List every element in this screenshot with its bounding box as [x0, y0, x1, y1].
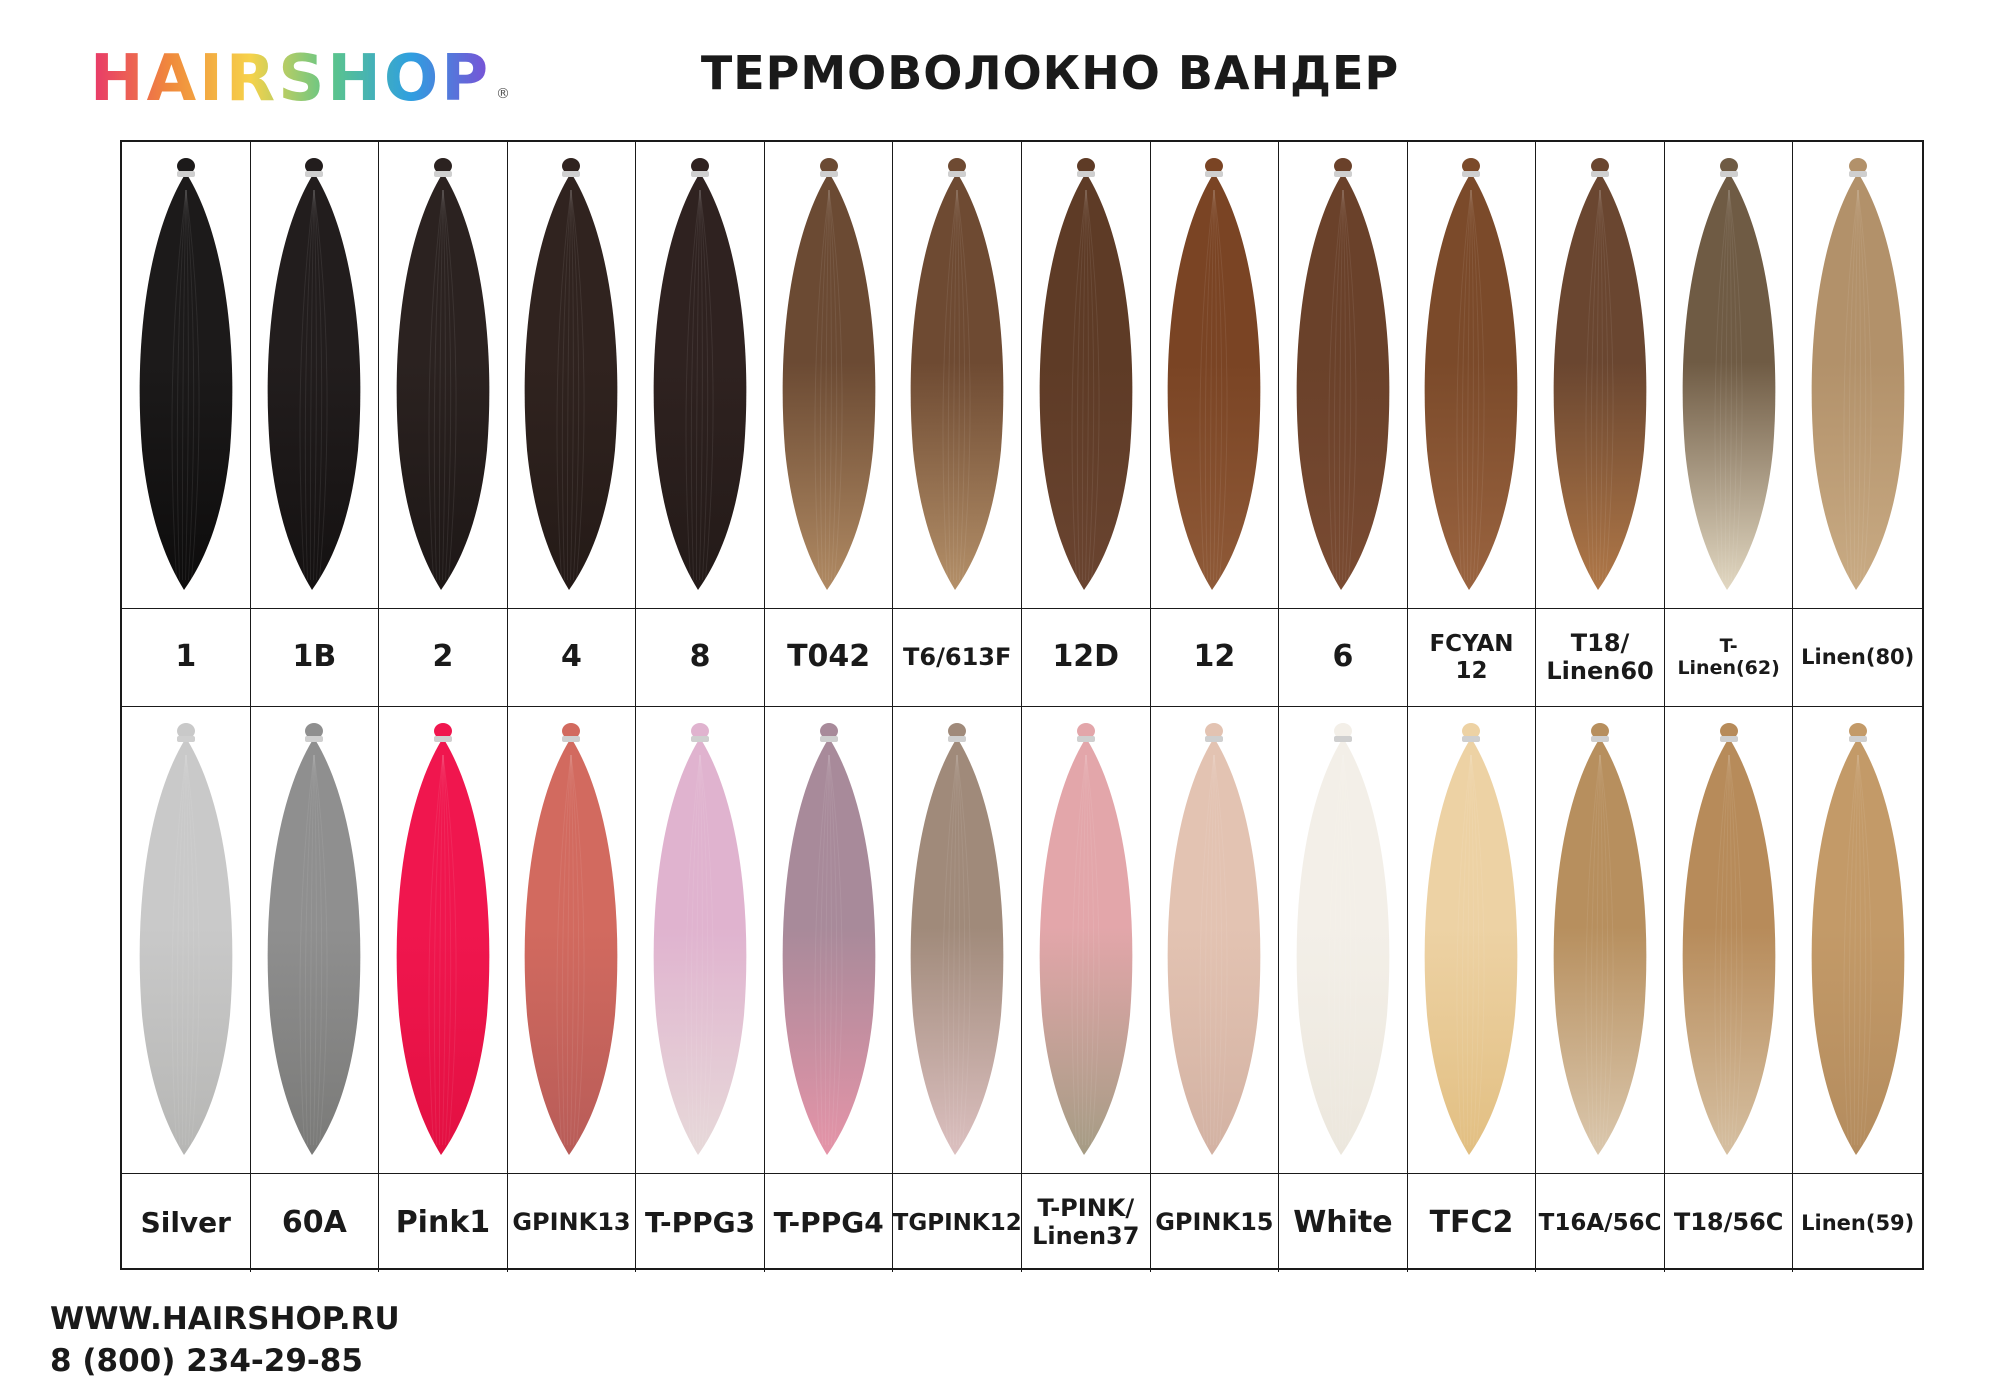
swatch-label: FCYAN 12	[1407, 609, 1537, 707]
hair-swatch-image	[1682, 158, 1775, 590]
swatch-label: 12	[1150, 609, 1280, 707]
swatch-image-cell	[379, 707, 508, 1174]
swatch-label: T042	[764, 609, 894, 707]
page-title: ТЕРМОВОЛОКНО ВАНДЕР	[700, 46, 1400, 100]
swatch-label: T6/613F	[893, 609, 1022, 707]
swatch-image-cell	[764, 707, 894, 1174]
website-url[interactable]: WWW.HAIRSHOP.RU	[50, 1301, 400, 1337]
hair-swatch-image	[1811, 158, 1905, 590]
swatch-image-cell	[1021, 142, 1151, 609]
swatch-label: T18/56C	[1665, 1174, 1794, 1272]
swatch-image-cell	[379, 142, 508, 609]
hair-swatch-image	[910, 158, 1004, 590]
swatch-image-cell	[764, 142, 894, 609]
hair-swatch-image	[396, 723, 490, 1155]
swatch-image-cell	[1150, 707, 1280, 1174]
hair-swatch-image	[782, 723, 875, 1155]
hair-swatch-image	[910, 723, 1004, 1155]
swatch-image-cell	[1793, 142, 1922, 609]
swatch-label: 1	[122, 609, 251, 707]
swatch-label: TFC2	[1408, 1174, 1537, 1272]
swatch-label: GPINK13	[508, 1174, 637, 1272]
swatch-image-cell	[636, 142, 765, 609]
swatch-image-cell	[1407, 142, 1537, 609]
swatch-label: T-PINK/Linen37	[1022, 1174, 1151, 1272]
swatch-image-cell	[507, 707, 637, 1174]
swatch-label: GPINK15	[1151, 1174, 1280, 1272]
hair-swatch-image	[267, 723, 361, 1155]
svg-text:®: ®	[496, 86, 510, 102]
hair-swatch-image	[1425, 723, 1518, 1155]
swatch-label: Pink1	[379, 1174, 508, 1272]
swatch-image-cell	[1536, 142, 1665, 609]
phone-number[interactable]: 8 (800) 234-29-85	[50, 1343, 363, 1379]
hair-swatch-image	[1425, 158, 1518, 590]
swatch-image-cell	[1536, 707, 1665, 1174]
hair-swatch-image	[1553, 723, 1647, 1155]
swatch-image-cell	[893, 142, 1022, 609]
swatch-label: T-Linen(62)	[1664, 609, 1794, 707]
hair-swatch-image	[1039, 158, 1133, 590]
swatch-label: T16A/56C	[1536, 1174, 1665, 1272]
hair-swatch-image	[1039, 723, 1133, 1155]
swatch-image-cell	[122, 707, 251, 1174]
swatch-label: T-PPG3	[636, 1174, 765, 1272]
swatch-label: Silver	[122, 1174, 251, 1272]
swatch-image-cell	[250, 707, 380, 1174]
swatch-image-cell	[1279, 707, 1408, 1174]
hair-swatch-image	[1296, 723, 1390, 1155]
swatch-image-cell	[1279, 142, 1408, 609]
svg-text:HAIRSHOP: HAIRSHOP	[90, 42, 491, 114]
hair-swatch-image	[653, 158, 747, 590]
hair-swatch-image	[1682, 723, 1775, 1155]
logo-wordmark: HAIRSHOP ®	[90, 42, 510, 114]
swatch-image-cell	[893, 707, 1022, 1174]
hairshop-logo: HAIRSHOP ®	[86, 38, 516, 114]
swatch-image-cell	[1664, 142, 1794, 609]
hair-swatch-image	[1296, 158, 1390, 590]
hair-swatch-image	[1811, 723, 1905, 1155]
hair-swatch-image	[525, 723, 618, 1155]
swatch-label: 6	[1279, 609, 1408, 707]
contact-footer: WWW.HAIRSHOP.RU 8 (800) 234-29-85	[50, 1298, 400, 1382]
hair-swatch-image	[653, 723, 747, 1155]
hair-swatch-image	[1167, 723, 1261, 1155]
hair-swatch-image	[1167, 158, 1261, 590]
swatch-label: Linen(80)	[1793, 609, 1922, 707]
swatch-label: 60A	[251, 1174, 380, 1272]
swatch-image-cell	[250, 142, 380, 609]
swatch-label: 12D	[1021, 609, 1151, 707]
swatch-label: White	[1279, 1174, 1408, 1272]
swatch-label: 2	[379, 609, 508, 707]
swatch-label: 4	[507, 609, 637, 707]
swatch-label: TGPINK12	[893, 1174, 1022, 1272]
swatch-label: Linen(59)	[1801, 1210, 1915, 1235]
swatch-label: 1B	[250, 609, 380, 707]
swatch-image-cell	[1664, 707, 1794, 1174]
hair-swatch-image	[525, 158, 618, 590]
swatch-label: 8	[636, 609, 765, 707]
hair-swatch-image	[1553, 158, 1647, 590]
swatch-grid: 1 1B 2 4 8 T042 T6/613F 12D 12 6 FCYAN 12 T18/Linen…	[120, 140, 1924, 1272]
swatch-image-cell	[636, 707, 765, 1174]
swatch-image-cell	[1150, 142, 1280, 609]
swatch-label: T18/Linen60	[1536, 609, 1665, 707]
hair-swatch-image	[267, 158, 361, 590]
swatch-image-cell	[507, 142, 637, 609]
hair-swatch-image	[396, 158, 490, 590]
swatch-image-cell	[1793, 707, 1922, 1174]
hair-swatch-image	[782, 158, 875, 590]
swatch-image-cell	[1021, 707, 1151, 1174]
swatch-image-cell	[122, 142, 251, 609]
hair-swatch-image	[139, 723, 233, 1155]
swatch-label: T-PPG4	[765, 1174, 894, 1272]
hair-swatch-image	[139, 158, 233, 590]
swatch-image-cell	[1407, 707, 1537, 1174]
